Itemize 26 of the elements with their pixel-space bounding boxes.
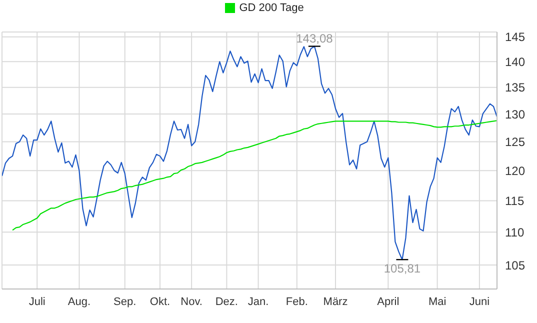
x-tick-label: Jan. bbox=[248, 296, 269, 308]
x-tick-label: Aug. bbox=[68, 296, 91, 308]
y-tick-label: 135 bbox=[505, 80, 526, 95]
y-tick-label: 125 bbox=[505, 135, 526, 150]
y-tick-label: 145 bbox=[505, 30, 526, 44]
x-tick-label: Feb. bbox=[286, 296, 308, 308]
y-tick-label: 105 bbox=[505, 258, 526, 272]
y-tick-label: 130 bbox=[505, 107, 526, 122]
line-series bbox=[2, 46, 497, 260]
x-tick-label: Okt. bbox=[150, 296, 170, 308]
x-tick-label: Nov. bbox=[180, 296, 202, 308]
x-tick-label: Sep. bbox=[114, 296, 136, 308]
x-tick-label: April bbox=[377, 296, 400, 308]
y-tick-label: 120 bbox=[505, 164, 526, 178]
line-series bbox=[12, 120, 497, 231]
legend-label: GD 200 Tage bbox=[239, 2, 304, 14]
x-tick-label: Mai bbox=[428, 296, 446, 308]
x-tick-label: März bbox=[323, 296, 348, 308]
annotation: 143,08 bbox=[296, 31, 334, 46]
x-tick-label: Dez. bbox=[215, 296, 238, 308]
y-tick-label: 140 bbox=[505, 54, 526, 69]
y-tick-label: 115 bbox=[505, 194, 524, 208]
x-tick-label: Juni bbox=[469, 296, 490, 308]
x-tick-label: Juli bbox=[28, 296, 46, 308]
y-tick-label: 110 bbox=[505, 225, 524, 240]
annotation: 105,81 bbox=[384, 262, 421, 276]
